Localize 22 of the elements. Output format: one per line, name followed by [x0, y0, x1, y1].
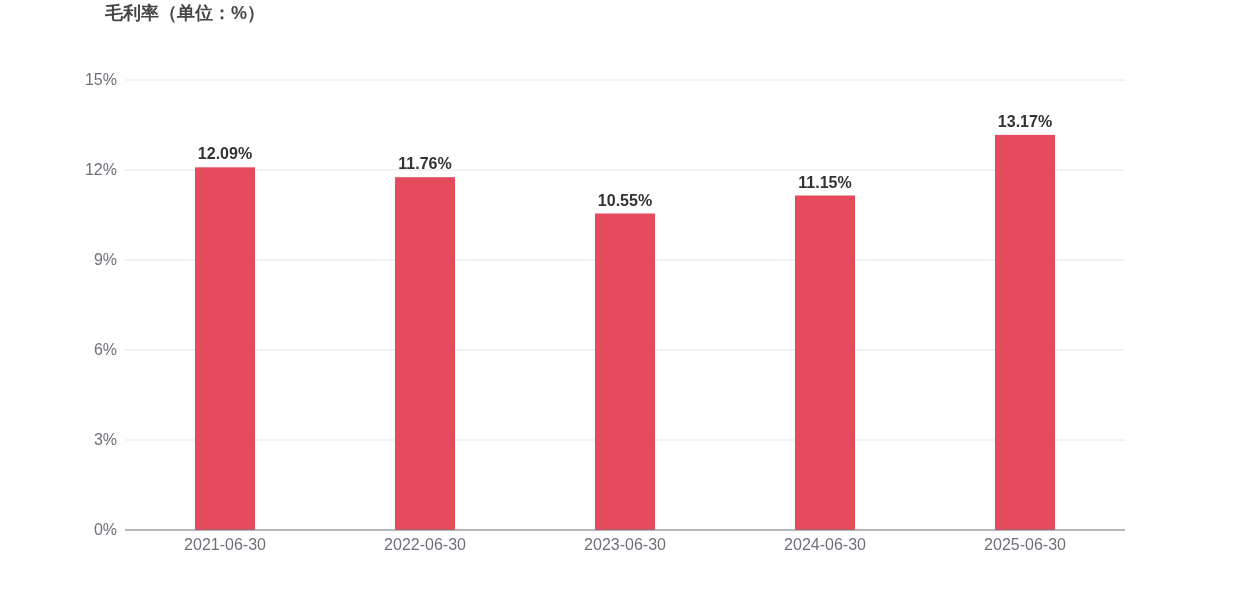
bar — [595, 213, 655, 530]
y-tick-label: 6% — [93, 341, 117, 358]
x-tick-label: 2021-06-30 — [184, 536, 267, 553]
data-label: 11.76% — [398, 155, 452, 173]
data-label: 11.15% — [798, 173, 852, 191]
bar — [395, 177, 455, 530]
y-tick-label: 15% — [84, 71, 117, 88]
chart-title: 毛利率（单位：%） — [104, 3, 266, 23]
data-label: 10.55% — [597, 191, 653, 209]
bar — [795, 195, 855, 530]
bar — [195, 167, 255, 530]
y-tick-label: 3% — [93, 431, 117, 448]
x-tick-label: 2022-06-30 — [384, 536, 467, 553]
bar — [995, 134, 1055, 530]
y-tick-label: 9% — [93, 251, 117, 268]
data-label: 13.17% — [997, 112, 1053, 130]
x-tick-label: 2024-06-30 — [784, 536, 867, 553]
x-tick-label: 2023-06-30 — [584, 536, 667, 553]
y-tick-label: 12% — [84, 161, 117, 178]
y-tick-label: 0% — [93, 521, 117, 538]
x-tick-label: 2025-06-30 — [984, 536, 1067, 553]
data-label: 12.09% — [197, 145, 253, 163]
